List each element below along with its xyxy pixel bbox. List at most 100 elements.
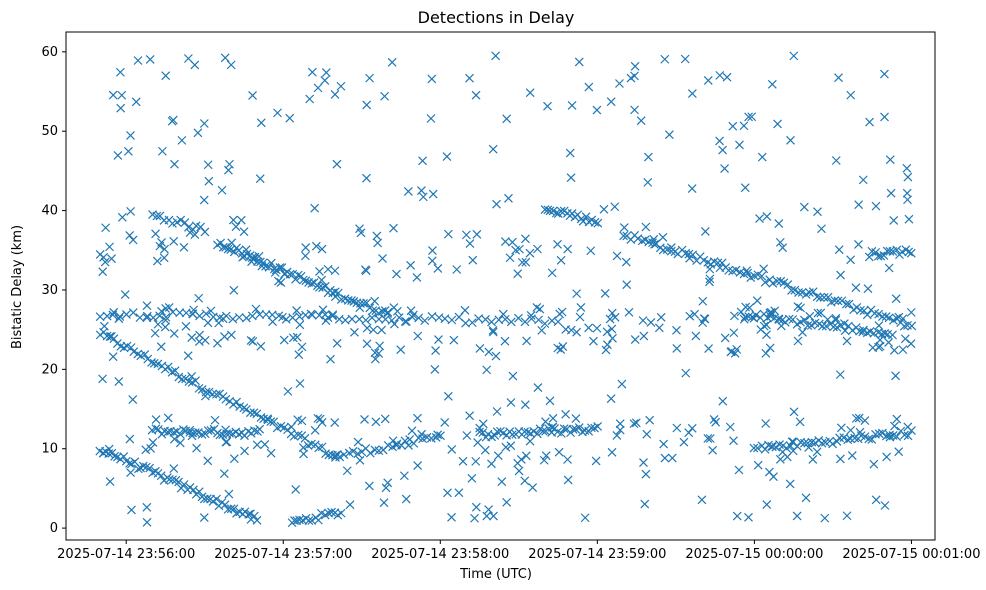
data-point — [660, 453, 670, 463]
data-point — [705, 434, 715, 443]
data-point — [465, 411, 475, 421]
data-point — [412, 272, 422, 282]
data-point — [679, 437, 689, 447]
data-point — [837, 296, 847, 306]
data-point — [642, 429, 652, 439]
data-point — [142, 311, 152, 321]
data-point — [882, 452, 892, 462]
data-point — [842, 511, 852, 521]
data-point — [428, 189, 438, 199]
data-point — [767, 441, 777, 451]
data-point — [538, 426, 548, 436]
data-point — [273, 108, 282, 118]
data-point — [482, 365, 492, 375]
data-point — [100, 257, 110, 267]
data-point — [125, 458, 134, 468]
data-point — [320, 310, 330, 319]
data-point — [426, 114, 436, 123]
data-point — [720, 164, 730, 173]
data-point — [194, 293, 204, 303]
data-point — [703, 75, 713, 85]
data-point — [700, 314, 710, 324]
data-point — [117, 212, 127, 222]
data-point — [126, 131, 135, 140]
x-tick-label: 2025-07-14 23:58:00 — [371, 547, 509, 562]
data-point — [108, 310, 118, 320]
data-point — [773, 119, 782, 129]
data-point — [884, 263, 894, 273]
data-point — [428, 246, 437, 256]
data-point — [808, 287, 818, 297]
data-point — [491, 351, 501, 361]
data-point — [630, 105, 639, 115]
data-point — [256, 118, 266, 128]
data-point — [502, 114, 512, 124]
data-point — [389, 319, 399, 329]
data-point — [177, 135, 187, 145]
data-point — [846, 90, 856, 100]
data-point — [311, 241, 321, 251]
data-point — [169, 464, 179, 473]
data-point — [804, 443, 814, 452]
data-point — [488, 327, 498, 337]
data-point — [537, 325, 547, 335]
data-point — [115, 67, 125, 77]
data-point — [224, 489, 234, 499]
data-point — [362, 100, 372, 110]
data-point — [317, 244, 327, 254]
data-point — [565, 148, 575, 158]
y-tick-label: 60 — [41, 45, 58, 60]
data-point — [470, 513, 479, 523]
data-point — [488, 325, 498, 335]
data-point — [762, 500, 772, 509]
data-point — [749, 313, 759, 323]
data-point — [745, 303, 754, 313]
data-point — [333, 450, 342, 459]
data-point — [123, 146, 133, 156]
data-point — [820, 513, 830, 523]
data-point — [373, 238, 383, 248]
data-point — [194, 383, 204, 393]
data-point — [867, 434, 877, 444]
data-point — [574, 423, 584, 432]
data-point — [472, 229, 482, 239]
data-point — [473, 438, 483, 447]
data-point — [851, 283, 861, 293]
data-point — [508, 371, 518, 381]
data-point — [227, 238, 237, 248]
data-point — [248, 90, 257, 100]
data-point — [658, 232, 668, 242]
data-point — [755, 214, 764, 224]
data-point — [317, 442, 327, 452]
data-point — [417, 186, 426, 195]
data-point — [276, 278, 286, 287]
data-point — [381, 483, 391, 493]
x-axis-label: Time (UTC) — [459, 567, 532, 582]
data-point — [179, 242, 189, 252]
data-point — [163, 362, 173, 372]
data-point — [766, 307, 776, 317]
x-tick-label: 2025-07-15 00:00:00 — [685, 547, 823, 562]
data-point — [106, 331, 116, 341]
data-point — [747, 112, 757, 122]
data-point — [658, 245, 668, 255]
data-point — [409, 310, 418, 320]
data-point — [817, 321, 827, 331]
data-point — [619, 231, 628, 241]
data-point — [104, 444, 114, 454]
data-point — [375, 341, 385, 351]
data-point — [540, 205, 550, 215]
data-point — [836, 270, 845, 280]
data-point — [211, 389, 221, 399]
data-point — [898, 314, 908, 324]
data-point — [532, 429, 542, 439]
data-point — [379, 498, 389, 508]
data-point — [605, 314, 615, 324]
data-point — [365, 448, 375, 458]
data-point — [574, 57, 584, 67]
data-point — [156, 471, 166, 481]
data-point — [580, 513, 590, 523]
data-point — [255, 424, 265, 434]
data-point — [760, 444, 770, 454]
x-tick-label: 2025-07-14 23:59:00 — [528, 547, 666, 562]
